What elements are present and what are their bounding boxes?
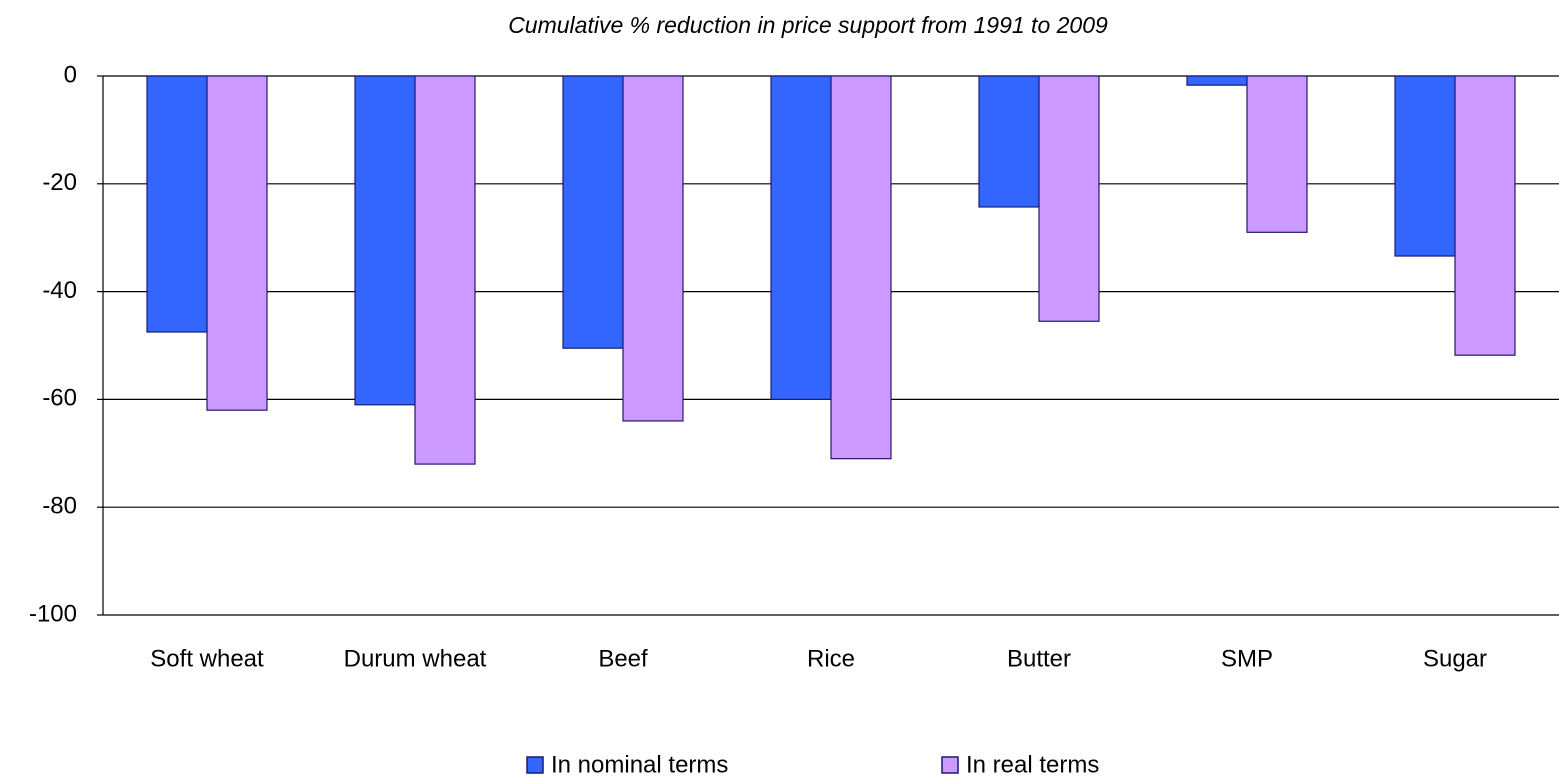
bar [978,75,1040,208]
bar [414,75,476,465]
legend-label: In nominal terms [551,751,728,778]
x-tick-label: Rice [807,645,855,672]
x-tick-label: Butter [1007,645,1071,672]
y-tick-label: -60 [42,385,77,412]
y-tick-label: -40 [42,277,77,304]
bar [206,75,268,411]
legend-label: In real terms [966,751,1099,778]
x-tick-label: SMP [1221,645,1273,672]
x-tick-label: Beef [598,645,648,672]
x-tick-label: Durum wheat [344,645,487,672]
x-tick-label: Sugar [1423,645,1487,672]
bar [1186,75,1248,86]
bar [354,75,416,406]
bar [1246,75,1308,233]
legend-swatch [526,756,544,774]
y-tick-label: -100 [29,600,77,627]
bar [1454,75,1516,356]
y-tick-label: -20 [42,169,77,196]
chart-title: Cumulative % reduction in price support … [508,12,1108,38]
bar [562,75,624,349]
bar [146,75,208,333]
x-tick-label: Soft wheat [150,645,264,672]
bar [622,75,684,422]
y-tick-label: 0 [64,61,77,88]
y-tick-label: -80 [42,493,77,520]
bar [1394,75,1456,257]
bar [770,75,832,400]
bar [830,75,892,460]
bar [1038,75,1100,322]
legend-swatch [941,756,959,774]
